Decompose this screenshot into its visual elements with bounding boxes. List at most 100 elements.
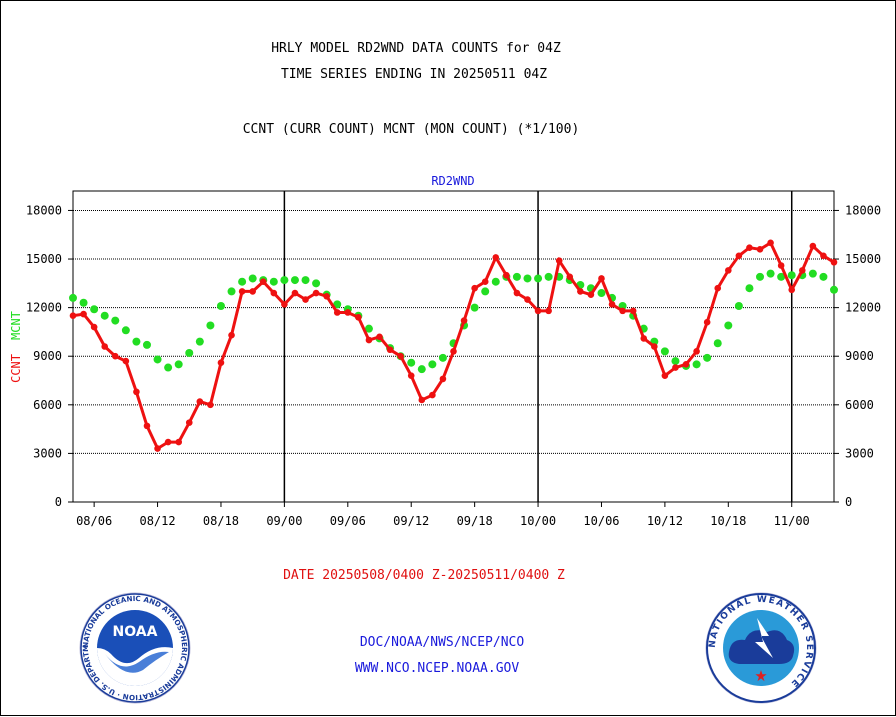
mcnt-point xyxy=(174,360,183,369)
mcnt-point xyxy=(333,300,342,309)
mcnt-point xyxy=(534,274,543,283)
mcnt-point xyxy=(481,287,490,296)
mcnt-point xyxy=(407,358,416,367)
y-axis-title: CCNT MCNT xyxy=(9,311,23,383)
series-mcnt xyxy=(69,269,838,374)
x-tick-label: 08/12 xyxy=(139,514,175,528)
mcnt-point xyxy=(216,302,225,311)
mcnt-point xyxy=(90,305,99,314)
ccnt-point xyxy=(672,364,679,371)
ccnt-point xyxy=(429,391,436,399)
y-tick-label-left: 3000 xyxy=(33,446,62,460)
mcnt-point xyxy=(671,357,680,366)
ccnt-point xyxy=(608,301,616,308)
y-tick-label-left: 0 xyxy=(55,495,62,509)
ccnt-point xyxy=(714,284,722,292)
ccnt-point xyxy=(259,278,267,286)
plot-title: RD2WND xyxy=(431,174,474,188)
ccnt-point xyxy=(90,323,98,331)
ccnt-point xyxy=(830,258,838,266)
ccnt-point xyxy=(735,252,743,260)
ccnt-point xyxy=(756,246,764,253)
mcnt-point xyxy=(142,340,151,349)
mcnt-point xyxy=(417,365,426,374)
y-tick-label-right: 3000 xyxy=(845,446,874,460)
mcnt-point xyxy=(428,360,437,369)
y-axis-left: 0 3000 6000 9000 12000 15000 18000 xyxy=(26,203,73,509)
mcnt-point xyxy=(777,272,786,281)
mcnt-point xyxy=(766,269,775,278)
mcnt-point xyxy=(248,274,257,283)
ccnt-point xyxy=(154,445,161,452)
mcnt-point xyxy=(830,285,838,294)
ccnt-point xyxy=(281,301,288,308)
x-tick-label: 09/06 xyxy=(330,514,366,528)
ccnt-point xyxy=(577,288,584,295)
mcnt-point xyxy=(79,298,88,307)
ccnt-point xyxy=(682,361,690,368)
mcnt-point xyxy=(787,271,796,280)
y-tick-label-left: 9000 xyxy=(33,349,62,363)
mcnt-point xyxy=(745,284,754,293)
ccnt-point xyxy=(238,288,246,295)
chart-title-line2: TIME SERIES ENDING IN 20250511 04Z xyxy=(281,67,547,82)
chart-subtitle: CCNT (CURR COUNT) MCNT (MON COUNT) (*1/1… xyxy=(243,122,580,137)
y-tick-label-right: 18000 xyxy=(845,203,881,217)
ccnt-point xyxy=(524,296,531,303)
ccnt-point xyxy=(386,346,394,354)
y-label-ccnt: CCNT xyxy=(9,354,23,383)
x-tick-label: 10/06 xyxy=(583,514,619,528)
ccnt-point xyxy=(503,271,510,279)
mcnt-point xyxy=(290,276,299,285)
ccnt-point xyxy=(312,289,320,297)
ccnt-point xyxy=(333,309,341,316)
ccnt-point xyxy=(661,372,669,379)
grid-lines xyxy=(73,209,834,454)
mcnt-point xyxy=(364,324,373,333)
ccnt-point xyxy=(344,309,352,316)
noaa-logo-icon: NATIONAL OCEANIC AND ATMOSPHERIC ADMINIS… xyxy=(79,592,191,704)
mcnt-point xyxy=(597,289,606,298)
mcnt-point xyxy=(111,316,120,325)
mcnt-point xyxy=(713,339,722,348)
mcnt-point xyxy=(301,276,310,285)
org-path-link[interactable]: DOC/NOAA/NWS/NCEP/NCO xyxy=(360,635,525,650)
mcnt-point xyxy=(512,272,521,281)
ccnt-point xyxy=(397,352,404,360)
ccnt-point xyxy=(355,314,362,321)
mcnt-point xyxy=(756,272,765,281)
ccnt-point xyxy=(164,438,172,446)
y-tick-label-right: 15000 xyxy=(845,252,881,266)
ccnt-point xyxy=(534,307,542,315)
ccnt-point xyxy=(651,343,658,350)
x-tick-label: 09/12 xyxy=(393,514,429,528)
ccnt-point xyxy=(693,348,700,355)
ccnt-point xyxy=(439,375,447,383)
x-tick-label: 10/12 xyxy=(647,514,683,528)
ccnt-point xyxy=(788,286,796,294)
website-link[interactable]: WWW.NCO.NCEP.NOAA.GOV xyxy=(355,661,520,676)
ccnt-point xyxy=(703,318,711,326)
mcnt-point xyxy=(269,277,278,286)
ccnt-point xyxy=(587,291,595,298)
ccnt-point xyxy=(798,267,806,274)
svg-text:CCNTMCNT: CCNT MCNT xyxy=(9,311,23,383)
y-tick-label-right: 6000 xyxy=(845,398,874,412)
ccnt-point xyxy=(777,262,785,269)
mcnt-point xyxy=(280,276,289,285)
mcnt-point xyxy=(438,353,447,362)
mcnt-point xyxy=(491,277,500,286)
x-axis: 08/06 08/12 08/18 09/00 09/06 09/12 09/18 10/00… xyxy=(76,502,810,528)
mcnt-point xyxy=(121,326,130,335)
chart-title-line1: HRLY MODEL RD2WND DATA COUNTS for 04Z xyxy=(271,41,561,56)
x-tick-label: 10/00 xyxy=(520,514,556,528)
ccnt-point xyxy=(291,289,299,297)
mcnt-point xyxy=(544,272,553,281)
ccnt-point xyxy=(492,254,500,261)
ccnt-point xyxy=(122,357,130,365)
mcnt-point xyxy=(692,360,701,369)
ccnt-point xyxy=(111,352,119,360)
y-tick-label-right: 0 xyxy=(845,495,852,509)
ccnt-point xyxy=(566,273,574,281)
nws-logo-icon: NATIONAL WEATHER SERVICE xyxy=(705,592,817,704)
